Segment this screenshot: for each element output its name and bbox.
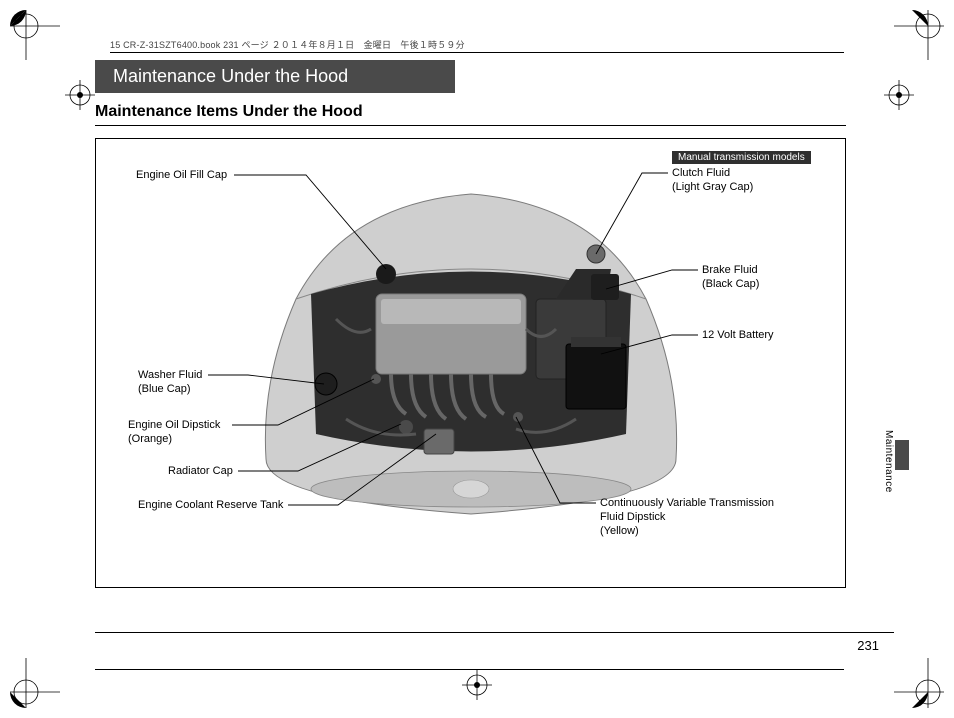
label-engine-oil-fill-cap: Engine Oil Fill Cap xyxy=(136,169,227,183)
label-radiator-cap: Radiator Cap xyxy=(168,465,233,479)
page-frame: Maintenance Under the Hood Maintenance I… xyxy=(95,60,906,658)
page-title: Maintenance Under the Hood xyxy=(95,60,455,93)
page-subtitle: Maintenance Items Under the Hood xyxy=(95,103,846,126)
label-engine-oil-dipstick: Engine Oil Dipstick (Orange) xyxy=(128,419,220,447)
label-cvt-dipstick: Continuously Variable Transmission Fluid… xyxy=(600,497,774,538)
registration-mark-left xyxy=(65,80,95,110)
print-header: 15 CR-Z-31SZT6400.book 231 ページ ２０１４年８月１日… xyxy=(110,38,844,53)
label-washer-fluid: Washer Fluid (Blue Cap) xyxy=(138,369,202,397)
label-battery: 12 Volt Battery xyxy=(702,329,774,343)
crop-mark-br xyxy=(894,658,944,708)
section-tab xyxy=(895,440,909,470)
label-clutch-fluid: Clutch Fluid (Light Gray Cap) xyxy=(672,167,753,195)
registration-mark-bottom xyxy=(462,670,492,700)
model-badge: Manual transmission models xyxy=(672,151,811,164)
label-brake-fluid: Brake Fluid (Black Cap) xyxy=(702,264,759,292)
page-number: 231 xyxy=(857,638,879,653)
label-coolant-reserve: Engine Coolant Reserve Tank xyxy=(138,499,283,513)
diagram-box: Manual transmission models xyxy=(95,138,846,588)
crop-mark-tl xyxy=(10,10,60,60)
crop-mark-tr xyxy=(894,10,944,60)
footer-rule-outer xyxy=(95,669,844,670)
engine-illustration xyxy=(256,179,686,519)
footer-rule xyxy=(95,632,894,633)
crop-mark-bl xyxy=(10,658,60,708)
print-header-text: 15 CR-Z-31SZT6400.book 231 ページ ２０１４年８月１日… xyxy=(110,40,465,50)
section-tab-label: Maintenance xyxy=(883,430,894,493)
